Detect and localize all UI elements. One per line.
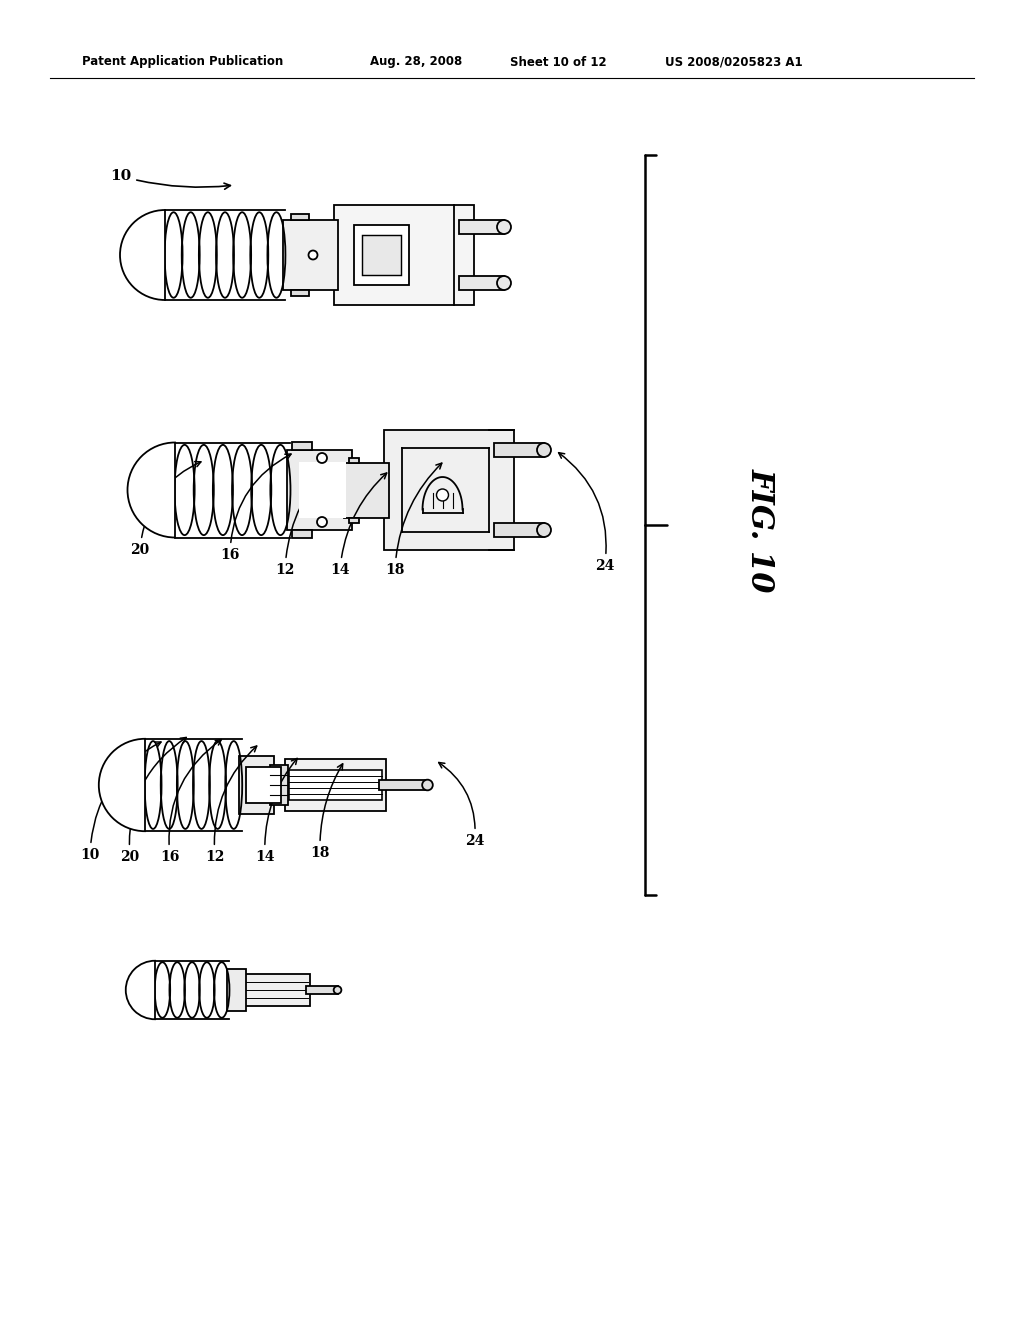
Text: 18: 18 [385,463,441,577]
Ellipse shape [537,523,551,537]
Text: 16: 16 [161,739,221,865]
Ellipse shape [537,444,551,457]
Text: 24: 24 [438,763,484,847]
Bar [291,214,309,220]
Text: 20: 20 [130,462,201,557]
Wedge shape [128,442,175,537]
Bar [299,462,346,517]
Bar [270,766,288,805]
Text: Patent Application Publication: Patent Application Publication [82,55,284,69]
Bar [246,767,282,803]
Bar [354,224,409,285]
Circle shape [308,251,317,260]
Text: 10: 10 [80,742,161,862]
Bar [349,458,359,462]
Bar [165,210,285,300]
Bar [145,739,242,832]
Bar [459,276,504,290]
Text: 12: 12 [206,746,257,865]
Ellipse shape [497,276,511,290]
Bar [155,961,229,1019]
Wedge shape [126,961,155,1019]
Bar [344,462,389,517]
Bar [459,220,504,234]
Text: 14: 14 [255,759,297,865]
Bar [306,986,338,994]
Text: 10: 10 [110,169,230,189]
Bar [175,442,290,537]
Bar [240,756,274,813]
Bar [292,442,312,450]
Ellipse shape [497,220,511,234]
Circle shape [317,517,327,527]
Text: Sheet 10 of 12: Sheet 10 of 12 [510,55,606,69]
Text: FIG. 10: FIG. 10 [744,467,775,593]
Text: Aug. 28, 2008: Aug. 28, 2008 [370,55,462,69]
Bar [494,444,544,457]
Bar [334,205,474,305]
Bar [226,969,246,1011]
Bar [244,974,310,1006]
Bar [349,517,359,523]
Bar [283,220,338,290]
Bar [285,759,386,812]
Text: 20: 20 [121,738,186,865]
Text: 14: 14 [331,473,387,577]
Circle shape [436,488,449,502]
Bar [362,235,401,275]
Wedge shape [120,210,165,300]
Bar [292,531,312,539]
Bar [494,523,544,537]
Text: 24: 24 [559,453,614,573]
Ellipse shape [334,986,341,994]
Text: 16: 16 [220,454,291,562]
Text: US 2008/0205823 A1: US 2008/0205823 A1 [665,55,803,69]
Text: 18: 18 [310,764,343,861]
Wedge shape [98,739,145,832]
Ellipse shape [422,780,433,791]
Bar [379,780,427,789]
Bar [287,450,352,531]
Circle shape [317,453,327,463]
Bar [290,770,382,800]
Bar [291,290,309,296]
Text: 12: 12 [275,463,332,577]
Bar [384,430,514,550]
